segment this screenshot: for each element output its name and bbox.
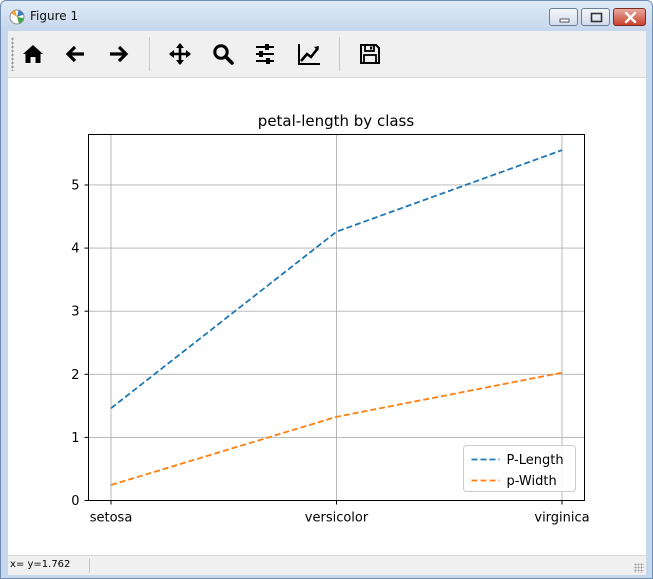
x-tick-label: setosa [90, 511, 133, 526]
resize-grip[interactable] [634, 563, 644, 573]
tick-layer: setosa versicolor virginica 0 1 2 3 4 5 [71, 178, 589, 525]
y-tick-label: 0 [71, 494, 79, 509]
arrow-left-icon [65, 45, 84, 63]
save-button[interactable] [353, 37, 387, 71]
series-layer [110, 149, 563, 486]
y-tick-label: 3 [71, 305, 79, 320]
x-tick-label: virginica [534, 511, 589, 526]
zoom-button[interactable] [206, 37, 240, 71]
y-tick-label: 1 [71, 431, 79, 446]
series-line-2[interactable] [110, 371, 563, 486]
minimize-button[interactable] [549, 8, 578, 26]
grid-layer [88, 134, 585, 501]
home-icon [23, 45, 43, 63]
maximize-button[interactable] [581, 8, 610, 26]
toolbar-separator [339, 37, 340, 71]
line-chart-icon [298, 44, 320, 65]
arrow-right-icon [110, 45, 129, 63]
sliders-icon [256, 44, 274, 64]
status-bar: x= y=1.762 [8, 555, 646, 575]
back-button[interactable] [59, 37, 93, 71]
status-separator [89, 558, 90, 573]
y-tick-label: 2 [71, 368, 79, 383]
cursor-coordinates: x= y=1.762 [10, 559, 71, 570]
figure-canvas-area: setosa versicolor virginica 0 1 2 3 4 5 petal-le… [8, 31, 646, 575]
subplots-button[interactable] [248, 37, 282, 71]
floppy-disk-icon [360, 44, 380, 64]
y-tick-label: 5 [71, 178, 79, 193]
maximize-icon [590, 12, 603, 23]
matplotlib-app-icon [9, 9, 25, 25]
close-button[interactable] [613, 8, 646, 26]
line-chart[interactable]: setosa versicolor virginica 0 1 2 3 4 5 petal-le… [8, 78, 646, 555]
home-button[interactable] [16, 37, 50, 71]
navigation-toolbar [8, 31, 646, 78]
chart-title: petal-length by class [258, 112, 415, 130]
legend-label: P-Length [507, 453, 564, 468]
forward-button[interactable] [101, 37, 135, 71]
close-icon [624, 11, 637, 24]
edit-axes-button[interactable] [292, 37, 326, 71]
title-bar[interactable]: Figure 1 [1, 1, 652, 31]
magnifier-icon [213, 44, 234, 65]
plot-area[interactable]: setosa versicolor virginica 0 1 2 3 4 5 petal-le… [8, 78, 646, 555]
legend-label: p-Width [507, 474, 557, 489]
y-tick-label: 4 [71, 242, 79, 257]
x-tick-label: versicolor [305, 511, 369, 526]
pan-button[interactable] [163, 37, 197, 71]
series-line-1[interactable] [110, 149, 563, 409]
toolbar-grip [11, 37, 14, 71]
move-arrows-icon [169, 43, 191, 65]
legend[interactable]: P-Length p-Width [463, 445, 576, 492]
window-title: Figure 1 [30, 9, 79, 23]
toolbar-separator [149, 37, 150, 71]
minimize-icon [559, 18, 570, 23]
